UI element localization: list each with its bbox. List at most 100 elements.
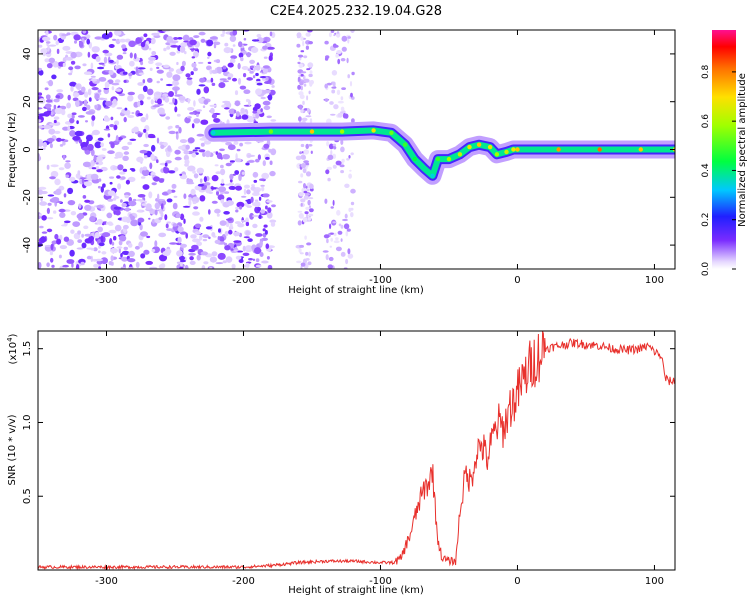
heatmap-cell xyxy=(123,246,129,251)
heatmap-cell xyxy=(127,91,135,96)
heatmap-cell xyxy=(108,261,113,266)
ridge-point xyxy=(309,129,315,134)
heatmap-cell xyxy=(53,116,60,120)
heatmap-cell xyxy=(326,141,330,147)
heatmap-cell xyxy=(172,202,178,210)
y-tick-label: 0.5 xyxy=(22,488,33,504)
heatmap-cell xyxy=(106,212,113,219)
heatmap-cell xyxy=(41,231,48,234)
heatmap-cell xyxy=(63,139,69,143)
heatmap-cell xyxy=(335,31,341,38)
heatmap-cell xyxy=(164,162,168,167)
heatmap-cell xyxy=(184,159,190,165)
heatmap-cell xyxy=(330,150,333,156)
heatmap-cell xyxy=(137,82,144,86)
heatmap-cell xyxy=(67,125,71,131)
heatmap-cell xyxy=(112,98,117,105)
heatmap-cell xyxy=(229,173,234,180)
heatmap-cell xyxy=(304,193,310,196)
heatmap-cell xyxy=(332,164,337,169)
heatmap-cell xyxy=(252,110,257,114)
heatmap-cell xyxy=(200,251,208,256)
heatmap-cell xyxy=(168,91,174,97)
heatmap-cell xyxy=(141,169,150,177)
heatmap-cell xyxy=(333,232,337,237)
heatmap-cell xyxy=(174,156,182,161)
heatmap-cell xyxy=(70,51,77,59)
heatmap-cell xyxy=(298,192,304,197)
heatmap-cell xyxy=(174,149,181,155)
heatmap-cell xyxy=(86,104,91,111)
heatmap-cell xyxy=(120,176,126,180)
heatmap-cell xyxy=(234,221,241,225)
y-tick-label: 0 xyxy=(22,146,33,152)
heatmap-cell xyxy=(207,51,212,57)
heatmap-cell xyxy=(74,130,83,137)
heatmap-cell xyxy=(162,95,166,101)
heatmap-cell xyxy=(255,64,261,71)
heatmap-cell xyxy=(198,84,206,87)
heatmap-cell xyxy=(86,38,90,45)
heatmap-cell xyxy=(131,112,135,114)
heatmap-cell xyxy=(255,264,262,268)
heatmap-cell xyxy=(297,61,301,65)
heatmap-cell xyxy=(301,117,308,122)
heatmap-cell xyxy=(84,204,92,211)
heatmap-cell xyxy=(238,41,243,48)
heatmap-cell xyxy=(301,163,306,169)
heatmap-cell xyxy=(101,33,110,40)
heatmap-cell xyxy=(156,69,164,74)
heatmap-cell xyxy=(217,194,225,201)
heatmap-cell xyxy=(299,57,302,61)
heatmap-cell xyxy=(157,98,162,105)
heatmap-cell xyxy=(215,171,222,175)
heatmap-cell xyxy=(190,188,196,196)
heatmap-cell xyxy=(246,198,252,205)
heatmap-cell xyxy=(86,255,92,260)
heatmap-cell xyxy=(264,230,268,235)
heatmap-cell xyxy=(100,235,104,243)
heatmap-cell xyxy=(78,41,84,48)
heatmap-cell xyxy=(131,127,139,133)
heatmap-cell xyxy=(119,171,126,175)
heatmap-cell xyxy=(89,216,96,222)
heatmap-cell xyxy=(246,205,252,209)
heatmap-cell xyxy=(255,72,259,77)
heatmap-cell xyxy=(211,232,216,237)
heatmap-cell xyxy=(62,141,66,146)
ridge-point xyxy=(476,142,482,147)
heatmap-cell xyxy=(146,96,151,100)
heatmap-cell xyxy=(332,81,336,87)
heatmap-cell xyxy=(84,199,91,203)
heatmap-cell xyxy=(196,88,201,95)
heatmap-cell xyxy=(308,80,314,85)
x-tick-label: -300 xyxy=(95,576,118,587)
heatmap-cell xyxy=(303,149,310,155)
heatmap-cell xyxy=(220,199,225,204)
heatmap-cell xyxy=(158,178,165,183)
heatmap-cell xyxy=(46,217,54,220)
heatmap-cell xyxy=(300,85,303,91)
heatmap-cell xyxy=(140,231,148,237)
heatmap-cell xyxy=(164,96,170,103)
heatmap-cell xyxy=(192,170,196,174)
heatmap-cell xyxy=(145,131,149,139)
heatmap-cell xyxy=(47,194,55,197)
heatmap-cell xyxy=(111,82,120,86)
heatmap-cell xyxy=(45,99,53,103)
heatmap-cell xyxy=(98,266,101,269)
heatmap-cell xyxy=(159,141,163,146)
heatmap-cell xyxy=(135,37,143,44)
heatmap-cell xyxy=(303,78,310,83)
heatmap-cell xyxy=(301,71,307,74)
heatmap-cell xyxy=(257,207,261,211)
heatmap-cell xyxy=(38,125,44,129)
heatmap-cell xyxy=(160,78,164,81)
heatmap-cell xyxy=(304,235,307,240)
heatmap-cell xyxy=(147,77,153,83)
heatmap-cell xyxy=(196,133,205,137)
heatmap-cell xyxy=(161,191,169,196)
heatmap-cell xyxy=(323,234,330,239)
heatmap-cell xyxy=(241,171,246,175)
heatmap-cell xyxy=(76,120,79,125)
